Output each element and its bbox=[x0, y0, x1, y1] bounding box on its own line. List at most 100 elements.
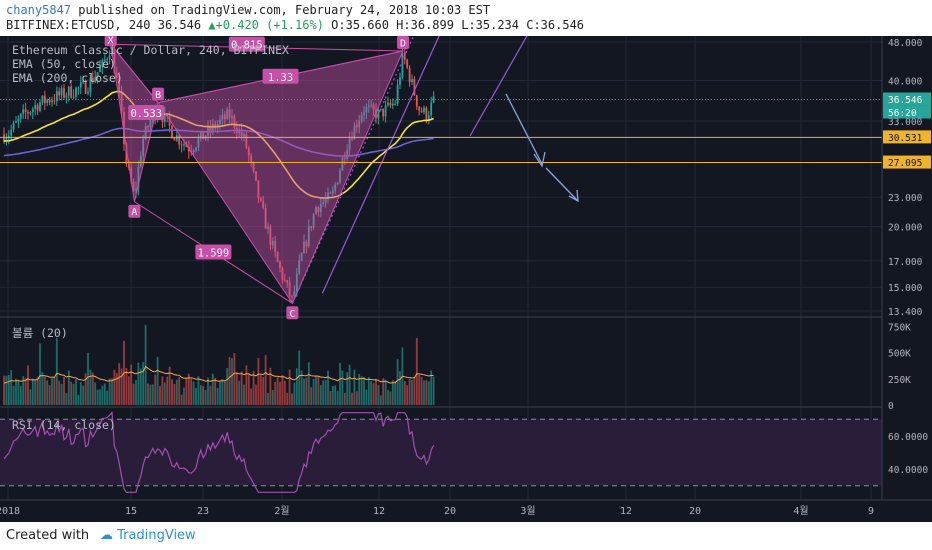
volume-bar bbox=[147, 383, 149, 405]
legend-instrument: Ethereum Classic / Dollar, 240, BITFINEX bbox=[12, 43, 289, 57]
candle-body bbox=[89, 77, 92, 92]
volume-bar bbox=[65, 393, 68, 405]
volume-bar bbox=[406, 385, 409, 405]
legend-ema50: EMA (50, close) bbox=[12, 57, 116, 71]
rsi-polyline bbox=[3, 411, 435, 493]
volume-bar bbox=[276, 377, 279, 405]
candle-body bbox=[360, 115, 363, 122]
candle-body bbox=[408, 67, 411, 83]
candle-body bbox=[3, 134, 5, 142]
volume-bar bbox=[247, 374, 250, 405]
candle-body bbox=[430, 102, 433, 116]
candle-body bbox=[137, 166, 140, 189]
candle-body bbox=[389, 102, 392, 106]
candle-body bbox=[130, 167, 133, 182]
volume-bar bbox=[288, 369, 291, 405]
volume-bar bbox=[185, 377, 188, 405]
volume-bar bbox=[103, 383, 106, 405]
x-tick-label: 3월 bbox=[520, 505, 535, 517]
volume-bar bbox=[355, 391, 358, 405]
rsi-line bbox=[3, 411, 435, 493]
channel-line bbox=[321, 0, 456, 294]
candle-body bbox=[192, 150, 195, 153]
ratio-label-box bbox=[195, 244, 232, 260]
volume-bar bbox=[363, 377, 365, 405]
volume-bar bbox=[408, 378, 411, 405]
volume-bar bbox=[331, 385, 334, 405]
rsi-tick-label: 60.0000 bbox=[888, 432, 928, 443]
volume-bar bbox=[204, 389, 207, 405]
candle-body bbox=[70, 86, 73, 98]
candle-body bbox=[103, 59, 106, 61]
candle-body bbox=[387, 102, 389, 106]
chart-area[interactable]: X A B C D 0.533 0.815 1.33 1.599 48.000 40.000 33.… bbox=[0, 0, 932, 522]
volume-bar bbox=[115, 373, 118, 405]
candle-body bbox=[358, 121, 361, 128]
candle-body bbox=[195, 147, 197, 151]
x-tick-label: 12 bbox=[373, 506, 385, 517]
ratio-label-box bbox=[228, 36, 265, 52]
x-tick-label: 4월 bbox=[793, 505, 808, 517]
volume-bar bbox=[430, 370, 433, 405]
price-chart-svg[interactable]: X A B C D 0.533 0.815 1.33 1.599 48.000 40.000 33.… bbox=[0, 0, 932, 522]
volume-bar bbox=[36, 376, 39, 405]
volume-bar bbox=[106, 390, 109, 405]
candle-body bbox=[341, 157, 344, 171]
volume-bar bbox=[415, 337, 418, 405]
candle-body bbox=[367, 105, 370, 108]
tradingview-logo[interactable]: ☁ TradingView bbox=[100, 528, 196, 543]
volume-bar bbox=[159, 385, 161, 405]
candle-body bbox=[82, 81, 85, 83]
candle-body bbox=[199, 131, 202, 139]
ratio-label-box bbox=[262, 68, 299, 84]
volume-bar bbox=[161, 376, 164, 405]
price-tick-label: 23.000 bbox=[888, 193, 923, 204]
point-label-box bbox=[104, 33, 117, 47]
volume-bar bbox=[41, 372, 44, 405]
candle-body bbox=[295, 273, 298, 292]
candle-body bbox=[139, 156, 142, 167]
volume-bar bbox=[269, 367, 272, 405]
volume-bar bbox=[79, 382, 82, 405]
candle-body bbox=[226, 109, 229, 120]
ema-lines bbox=[3, 90, 434, 199]
volume-bar bbox=[72, 383, 75, 405]
volume-tick-label: 250K bbox=[888, 375, 911, 386]
volume-bar bbox=[171, 379, 173, 405]
volume-bar bbox=[226, 368, 229, 405]
candle-body bbox=[240, 129, 243, 137]
candle-body bbox=[5, 138, 8, 142]
candle-body bbox=[291, 295, 293, 297]
candle-body bbox=[319, 204, 322, 212]
candle-body bbox=[303, 241, 305, 254]
pattern-triangle bbox=[109, 42, 159, 202]
price-tag-countdown: 56:20 bbox=[888, 108, 917, 119]
volume-bar bbox=[5, 375, 8, 405]
candle-body bbox=[243, 133, 245, 137]
volume-bar bbox=[233, 353, 236, 405]
volume-bar bbox=[207, 377, 209, 405]
candle-body bbox=[418, 106, 421, 111]
volume-bar bbox=[235, 372, 238, 405]
candle-body bbox=[281, 267, 284, 280]
candle-body bbox=[315, 207, 317, 215]
author-link[interactable]: chany5847 bbox=[6, 3, 72, 17]
volume-bar bbox=[156, 356, 159, 405]
volume-bar bbox=[216, 388, 219, 405]
volume-bar bbox=[84, 373, 87, 405]
price-tick-label: 13.400 bbox=[888, 307, 923, 318]
volume-bar bbox=[27, 365, 29, 405]
volume-tick-label: 500K bbox=[888, 349, 911, 360]
volume-bar bbox=[274, 381, 277, 405]
candle-body bbox=[415, 95, 418, 107]
candle-body bbox=[379, 108, 382, 110]
volume-bar bbox=[202, 385, 205, 405]
candle-body bbox=[327, 192, 329, 200]
candle-body bbox=[363, 112, 365, 116]
ratio-label: 0.533 bbox=[130, 108, 162, 120]
candle-body bbox=[286, 280, 289, 283]
candle-body bbox=[108, 55, 111, 59]
volume-bar bbox=[303, 378, 305, 405]
candle-body bbox=[24, 109, 27, 113]
volume-bar bbox=[15, 378, 17, 405]
